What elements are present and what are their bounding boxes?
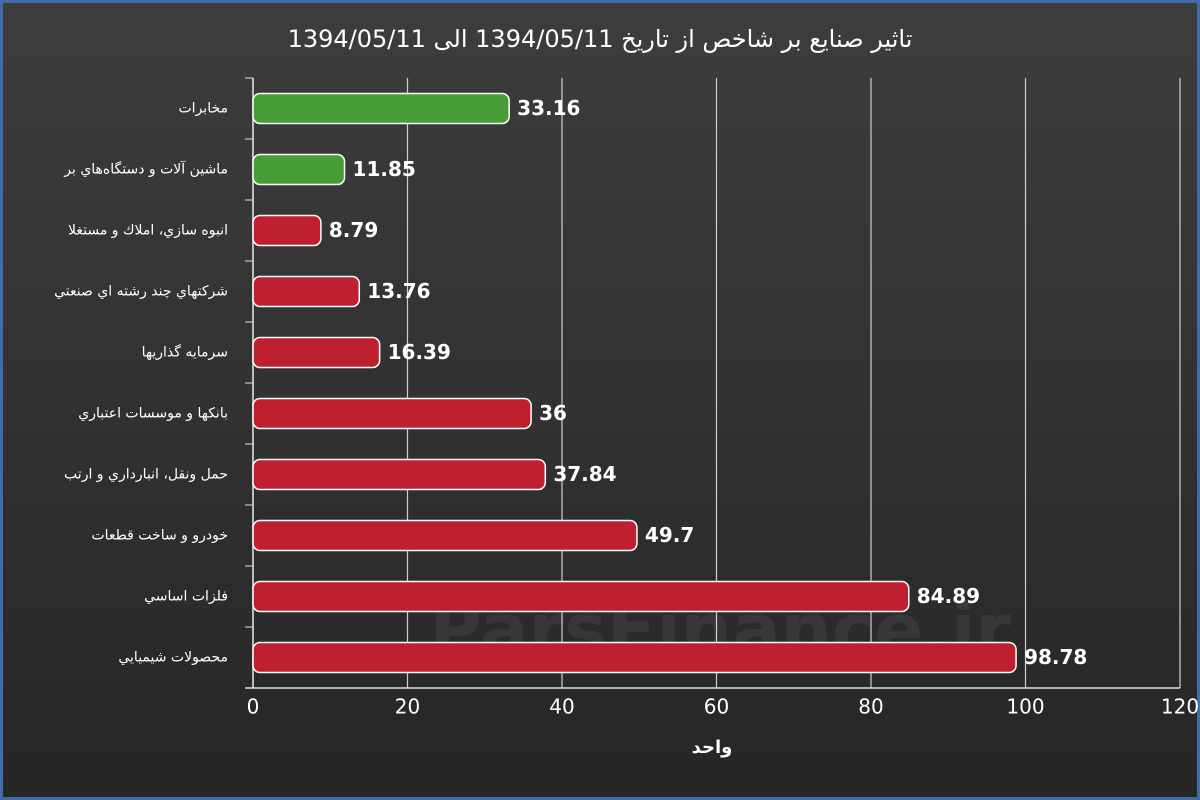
value-label: 16.39 (388, 340, 451, 364)
x-axis-title: واحد (692, 737, 733, 758)
y-tick-label: خودرو و ساخت قطعات (91, 528, 228, 544)
bar (252, 641, 1017, 674)
x-tick-label: 120 (1161, 695, 1199, 719)
bar (252, 458, 547, 491)
bar (252, 153, 346, 186)
y-tick-label: سرمايه گذاريها (142, 344, 228, 361)
bar (252, 92, 510, 125)
bar (252, 397, 532, 430)
value-label: 37.84 (553, 462, 616, 486)
value-label: 36 (539, 401, 567, 425)
bar (252, 519, 638, 552)
x-tick-label: 40 (549, 695, 574, 719)
value-label: 8.79 (329, 218, 378, 242)
y-tick-label: مخابرات (179, 101, 229, 117)
value-label: 33.16 (517, 96, 580, 120)
x-tick-label: 100 (1006, 695, 1044, 719)
value-label: 11.85 (353, 157, 416, 181)
y-tick-label: بانكها و موسسات اعتباري (78, 406, 228, 422)
y-tick-label: حمل ونقل، انبارداري و ارتب (64, 467, 228, 483)
chart-title: تاثیر صنایع بر شاخص از تاریخ 1394/05/11 … (288, 25, 913, 53)
y-tick-label: محصولات شيميايي (118, 650, 228, 666)
x-tick-label: 80 (858, 695, 883, 719)
x-tick-label: 60 (704, 695, 729, 719)
value-label: 13.76 (367, 279, 430, 303)
y-tick-label: انبوه سازي، املاك و مستغلا (68, 223, 228, 239)
y-tick-label: فلزات اساسي (144, 589, 228, 605)
bar (252, 580, 910, 613)
value-label: 98.78 (1024, 645, 1087, 669)
bar (252, 214, 322, 247)
x-tick-label: 20 (395, 695, 420, 719)
y-tick-label: شركتهاي چند رشته اي صنعتي (54, 284, 228, 300)
bar (252, 275, 361, 308)
x-tick-label: 0 (247, 695, 260, 719)
value-label: 49.7 (645, 523, 694, 547)
bar (252, 336, 381, 369)
value-label: 84.89 (917, 584, 980, 608)
y-tick-label: ماشين آلات و دستگاه‌هاي بر (63, 161, 228, 178)
